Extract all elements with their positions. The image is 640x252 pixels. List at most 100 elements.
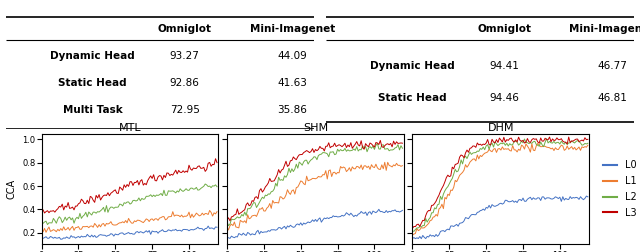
L0 bbox=[531, 198, 539, 201]
L1 bbox=[178, 213, 186, 216]
L1 bbox=[456, 174, 463, 177]
Line: L2: L2 bbox=[412, 139, 588, 231]
L0 bbox=[582, 195, 590, 198]
L2 bbox=[202, 182, 209, 185]
L2 bbox=[374, 142, 381, 145]
L1 bbox=[381, 161, 388, 164]
Text: 46.81: 46.81 bbox=[597, 93, 627, 103]
L1 bbox=[364, 166, 371, 169]
L2 bbox=[85, 210, 93, 213]
L1 bbox=[136, 219, 144, 223]
L1 bbox=[76, 228, 84, 231]
L1 bbox=[548, 147, 556, 150]
L0 bbox=[584, 195, 592, 198]
L1 bbox=[322, 169, 330, 172]
L3 bbox=[580, 140, 588, 143]
L2 bbox=[581, 142, 589, 145]
L1 bbox=[506, 149, 513, 152]
L1 bbox=[396, 164, 403, 167]
Y-axis label: CCA: CCA bbox=[6, 179, 17, 199]
L0 bbox=[548, 198, 556, 201]
L1 bbox=[206, 209, 214, 212]
L0 bbox=[38, 236, 45, 239]
Text: 35.86: 35.86 bbox=[277, 105, 307, 115]
L2 bbox=[213, 185, 221, 188]
L3 bbox=[209, 163, 216, 166]
L0 bbox=[160, 230, 168, 233]
Line: L3: L3 bbox=[227, 140, 403, 221]
L3 bbox=[529, 137, 537, 140]
Line: L0: L0 bbox=[42, 226, 217, 239]
L2 bbox=[399, 147, 406, 150]
L2 bbox=[159, 194, 166, 197]
L2 bbox=[408, 230, 416, 233]
L0 bbox=[396, 210, 403, 213]
L0 bbox=[346, 214, 353, 217]
L3 bbox=[136, 179, 144, 182]
L2 bbox=[410, 230, 418, 233]
L0 bbox=[412, 237, 419, 240]
L3 bbox=[506, 137, 513, 140]
L1 bbox=[210, 211, 218, 214]
L3 bbox=[160, 174, 168, 177]
Text: 41.63: 41.63 bbox=[277, 78, 307, 87]
L1 bbox=[580, 146, 588, 149]
L2 bbox=[447, 179, 454, 182]
L0 bbox=[580, 198, 588, 201]
L1 bbox=[160, 215, 168, 218]
Text: Mini-Imagenet: Mini-Imagenet bbox=[250, 24, 335, 34]
L3 bbox=[86, 195, 94, 198]
L3 bbox=[212, 157, 220, 160]
L2 bbox=[584, 142, 592, 145]
Text: Omniglot: Omniglot bbox=[477, 24, 531, 34]
L3 bbox=[456, 155, 463, 159]
Line: L1: L1 bbox=[227, 162, 403, 230]
L3 bbox=[272, 176, 280, 179]
L3 bbox=[226, 219, 234, 222]
L0 bbox=[86, 235, 94, 238]
L0 bbox=[262, 230, 269, 233]
Line: L3: L3 bbox=[412, 137, 588, 228]
L3 bbox=[396, 142, 403, 145]
L2 bbox=[225, 224, 232, 227]
L1 bbox=[38, 228, 45, 231]
Line: L1: L1 bbox=[412, 143, 588, 235]
L0 bbox=[223, 235, 231, 238]
L0 bbox=[408, 237, 416, 240]
L3 bbox=[223, 218, 231, 222]
L1 bbox=[225, 229, 232, 232]
L3 bbox=[178, 171, 186, 174]
L0 bbox=[210, 228, 218, 231]
L1 bbox=[408, 233, 416, 236]
L3 bbox=[408, 227, 416, 230]
Title: DHM: DHM bbox=[488, 123, 514, 133]
L3 bbox=[376, 139, 384, 142]
L0 bbox=[322, 217, 330, 220]
Text: Dynamic Head: Dynamic Head bbox=[370, 61, 454, 71]
L1 bbox=[86, 225, 94, 228]
L2 bbox=[364, 150, 371, 153]
L0 bbox=[136, 230, 144, 233]
L2 bbox=[531, 140, 539, 143]
L0 bbox=[447, 225, 454, 228]
L3 bbox=[546, 136, 554, 139]
L0 bbox=[204, 225, 212, 228]
L2 bbox=[209, 184, 216, 187]
Line: L3: L3 bbox=[42, 159, 217, 213]
Text: Mini-Imagenet: Mini-Imagenet bbox=[570, 24, 640, 34]
Line: L0: L0 bbox=[227, 209, 403, 238]
L0 bbox=[457, 222, 465, 225]
L0 bbox=[76, 236, 84, 239]
L3 bbox=[213, 161, 221, 164]
L3 bbox=[41, 211, 49, 214]
Text: Multi Task: Multi Task bbox=[63, 105, 122, 115]
L0 bbox=[226, 237, 234, 240]
L0 bbox=[375, 208, 383, 211]
L3 bbox=[399, 142, 406, 145]
L1 bbox=[213, 210, 221, 213]
L3 bbox=[322, 145, 330, 148]
Text: 44.09: 44.09 bbox=[278, 51, 307, 61]
Text: 94.46: 94.46 bbox=[490, 93, 520, 103]
L0 bbox=[57, 238, 65, 241]
L1 bbox=[529, 149, 537, 152]
